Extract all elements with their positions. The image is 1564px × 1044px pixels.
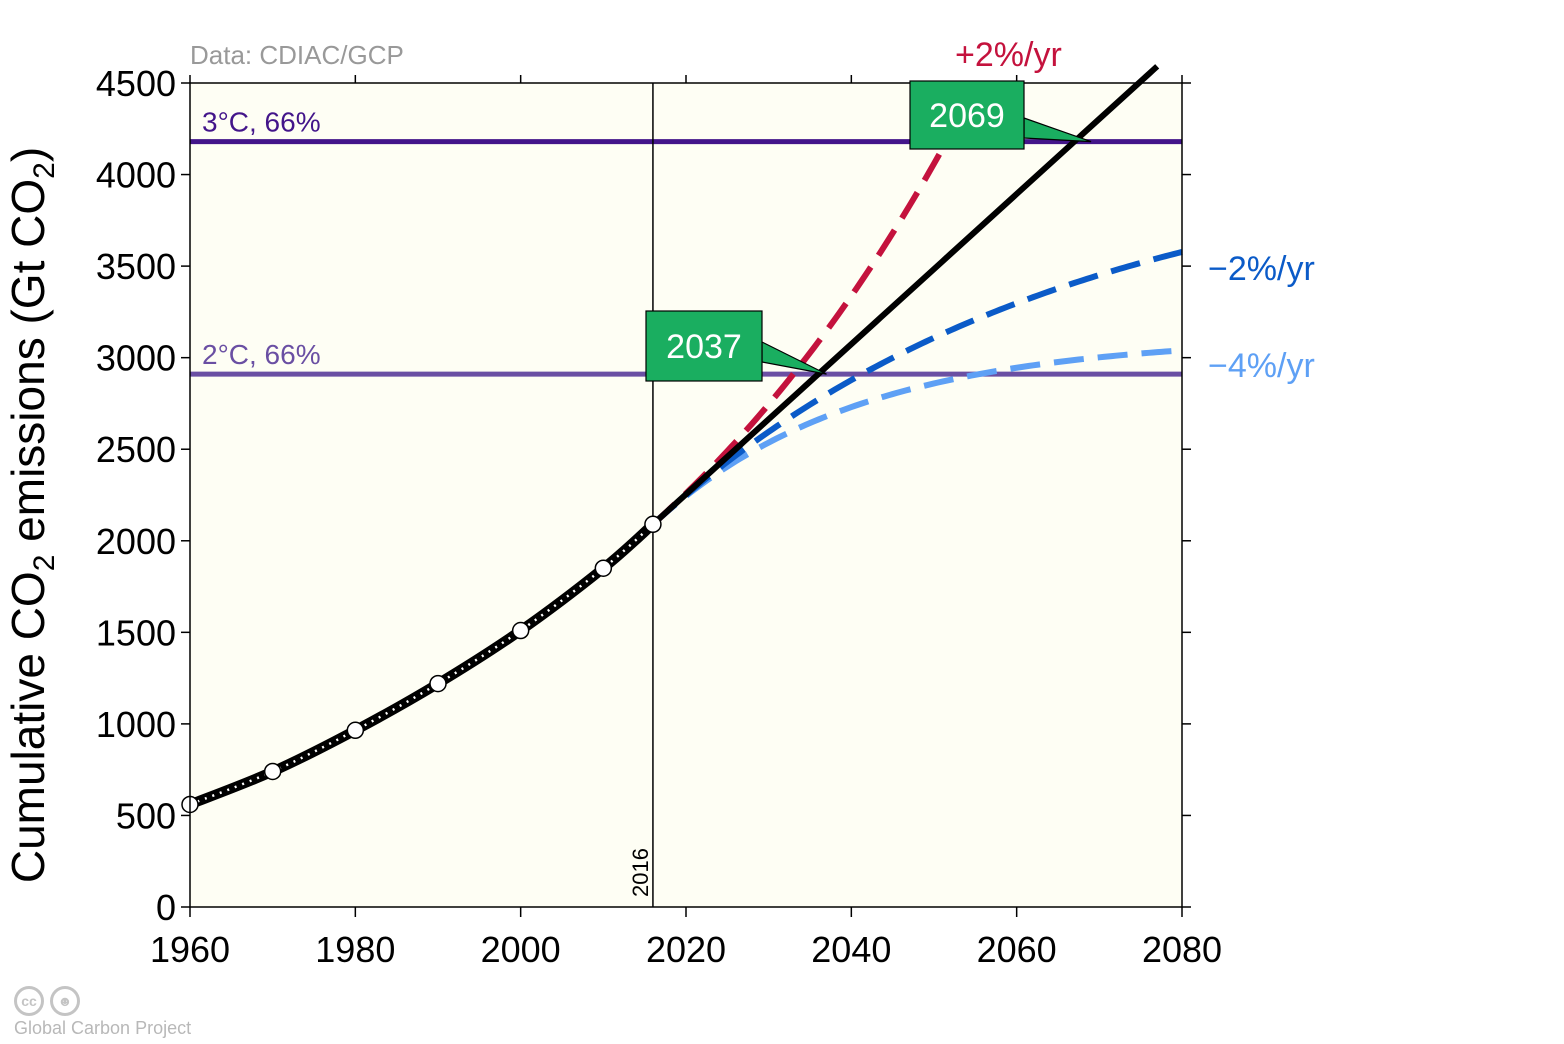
y-axis-label-part: Cumulative CO [2,571,54,883]
y-tick-label: 2000 [96,521,176,562]
y-axis-label-part: emissions (Gt CO [2,179,54,555]
y-tick-label: 4500 [96,63,176,104]
annotation-label: 2037 [666,328,742,366]
x-tick-label: 2040 [811,929,891,970]
x-tick-label: 2000 [481,929,561,970]
y-tick-label: 2500 [96,429,176,470]
historical-point [594,559,613,577]
series-label: +2%/yr [955,36,1062,74]
y-tick-label: 500 [116,795,176,836]
source-note: Data: CDIAC/GCP [190,40,404,70]
x-tick-label: 2080 [1142,929,1222,970]
y-axis-label-subscript: 2 [28,555,61,572]
annotation-box-fill [647,312,650,380]
y-tick-label: 1000 [96,704,176,745]
creative-commons-icon: cc [14,986,44,1016]
credit-text: Global Carbon Project [14,1018,192,1038]
historical-point [263,762,282,781]
y-tick-label: 0 [156,887,176,928]
annotation-label: 2069 [929,97,1005,135]
historical-point [644,515,662,534]
projection-series-line [650,249,1183,527]
y-tick-label: 3500 [96,246,176,287]
projection-series-line [650,64,1160,527]
y-tick-label: 3000 [96,338,176,379]
reference-year-label: 2016 [628,848,653,897]
y-axis-label-subscript: 2 [28,162,61,179]
annotation-box [909,80,1025,150]
projection-series-line [650,347,1183,527]
y-tick-label: 4000 [96,155,176,196]
threshold-label: 2°C, 66% [202,339,321,370]
credit-block: cc ☻ Global Carbon Project [14,986,191,1039]
historical-point [429,674,447,693]
series-label: −4%/yr [1208,347,1315,385]
annotation-box-fill [911,82,914,148]
y-tick-label: 1500 [96,612,176,653]
series-label: −2%/yr [1208,250,1315,288]
x-tick-label: 1980 [315,929,395,970]
attribution-icon: ☻ [50,986,80,1016]
x-tick-label: 2020 [646,929,726,970]
y-axis-label: Cumulative CO2 emissions (Gt CO2) [2,147,61,883]
x-tick-label: 2060 [977,929,1057,970]
historical-point [346,721,365,740]
historical-point [511,621,530,640]
y-axis-label-part: ) [2,147,54,162]
x-tick-label: 1960 [150,929,230,970]
annotation-box [645,310,763,382]
threshold-label: 3°C, 66% [202,107,321,138]
